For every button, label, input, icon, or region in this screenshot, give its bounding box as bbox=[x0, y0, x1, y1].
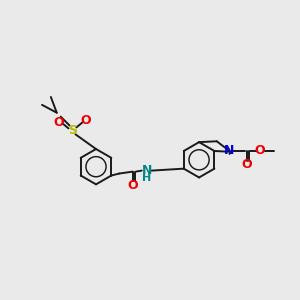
Text: O: O bbox=[80, 114, 91, 127]
Text: O: O bbox=[53, 116, 64, 129]
Text: H: H bbox=[142, 173, 151, 184]
Text: O: O bbox=[128, 179, 138, 192]
Text: O: O bbox=[242, 158, 252, 171]
Text: N: N bbox=[142, 164, 152, 177]
Text: O: O bbox=[255, 145, 265, 158]
Text: N: N bbox=[224, 145, 235, 158]
Text: S: S bbox=[68, 124, 77, 137]
